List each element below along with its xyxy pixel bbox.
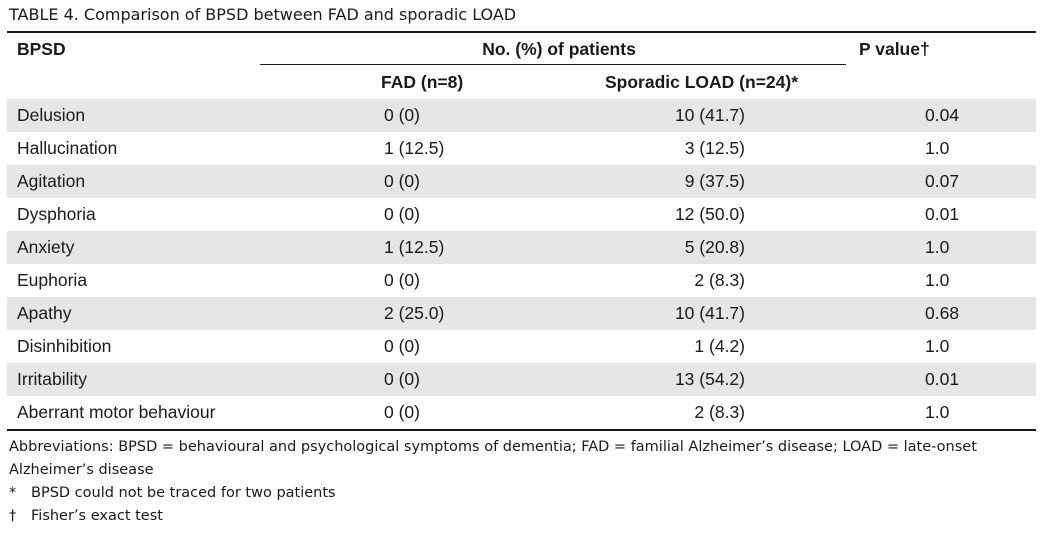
header-p-value: P value† [859,39,930,59]
row-load-value: 12 (50.0) [674,204,745,224]
footnote-2-symbol: † [9,508,17,524]
row-fad-cell: 0 (0) [384,336,420,356]
row-fad-cell: 0 (0) [384,171,420,191]
row-name-cell: Dysphoria [17,204,96,224]
row-load-cell: 1 (4.2) [559,330,859,363]
table-row: Apathy 2 (25.0) 10 (41.7) 0.68 [7,297,1037,330]
header-row-1: BPSD No. (%) of patients P value† [7,33,1036,66]
row-p-value: 0.04 [925,105,960,125]
row-fad-cell: 2 (25.0) [384,303,445,323]
row-p-value: 0.01 [925,204,960,224]
row-p-value-cell: 1.0 [859,264,1036,297]
header-empty-p [859,66,1036,99]
row-name-cell: Disinhibition [17,336,112,356]
header-group: No. (%) of patients [259,33,859,66]
row-p-value: 1.0 [925,270,950,290]
footnote-2-text: Fisher’s exact test [31,508,163,524]
row-fad-cell: 0 (0) [384,204,420,224]
row-load-value: 13 (54.2) [674,369,745,389]
row-p-value-cell: 0.07 [859,165,1036,198]
row-p-value: 1.0 [925,237,950,257]
row-fad-cell: 0 (0) [384,105,420,125]
row-fad-cell: 1 (12.5) [384,138,445,158]
header-load: Sporadic LOAD (n=24)* [605,72,799,92]
row-load-value: 5 (20.8) [684,237,745,257]
row-p-value: 0.68 [925,303,960,323]
table-notes: Abbreviations: BPSD = behavioural and ps… [9,436,1034,528]
row-load-value: 1 (4.2) [694,336,745,356]
row-load-cell: 3 (12.5) [559,132,859,165]
header-empty [7,66,259,99]
table-row: Delusion 0 (0) 10 (41.7) 0.04 [7,99,1037,132]
row-name-cell: Hallucination [17,138,118,158]
row-load-value: 2 (8.3) [694,402,745,422]
row-load-cell: 10 (41.7) [559,297,859,330]
table-row: Anxiety 1 (12.5) 5 (20.8) 1.0 [7,231,1037,264]
table-row: Disinhibition 0 (0) 1 (4.2) 1.0 [7,330,1036,363]
header-row-2: FAD (n=8) Sporadic LOAD (n=24)* [7,66,1036,99]
row-p-value: 1.0 [925,336,950,356]
row-name-cell: Agitation [17,171,86,191]
row-load-value: 3 (12.5) [684,138,745,158]
row-load-cell: 10 (41.7) [559,99,859,132]
row-name-cell: Aberrant motor behaviour [17,402,216,422]
row-p-value-cell: 1.0 [859,330,1036,363]
row-p-value: 0.01 [925,369,960,389]
table-row: Irritability 0 (0) 13 (54.2) 0.01 [7,363,1037,396]
header-group-label: No. (%) of patients [482,39,636,59]
row-p-value-cell: 0.04 [859,99,1036,132]
row-load-value: 10 (41.7) [674,303,745,323]
row-p-value: 0.07 [925,171,960,191]
row-p-value-cell: 0.01 [859,198,1036,231]
footnote-1: * BPSD could not be traced for two patien… [9,482,1034,505]
row-p-value: 1.0 [925,138,950,158]
abbreviations-line-2: Alzheimer’s disease [9,462,154,478]
row-load-cell: 2 (8.3) [559,264,859,297]
row-p-value-cell: 1.0 [859,396,1036,429]
row-load-value: 9 (37.5) [684,171,745,191]
row-load-cell: 12 (50.0) [559,198,859,231]
row-load-cell: 2 (8.3) [559,396,859,429]
row-load-cell: 9 (37.5) [559,165,859,198]
row-fad-cell: 0 (0) [384,402,420,422]
footnote-2: † Fisher’s exact test [9,505,1034,528]
row-fad-cell: 0 (0) [384,270,420,290]
abbreviations-line-1: Abbreviations: BPSD = behavioural and ps… [9,439,977,455]
row-load-value: 2 (8.3) [694,270,745,290]
row-p-value-cell: 0.01 [859,363,1036,396]
row-p-value: 1.0 [925,402,950,422]
row-p-value-cell: 1.0 [859,132,1036,165]
table-row: Dysphoria 0 (0) 12 (50.0) 0.01 [7,198,1036,231]
row-fad-cell: 0 (0) [384,369,420,389]
table-row: Aberrant motor behaviour 0 (0) 2 (8.3) 1.0 [7,396,1036,429]
row-load-cell: 13 (54.2) [559,363,859,396]
header-fad: FAD (n=8) [381,72,464,92]
footnote-1-text: BPSD could not be traced for two patient… [31,485,336,501]
row-load-cell: 5 (20.8) [559,231,859,264]
row-name-cell: Euphoria [17,270,88,290]
row-name-cell: Delusion [17,105,86,125]
table-row: Agitation 0 (0) 9 (37.5) 0.07 [7,165,1037,198]
table-body: Delusion 0 (0) 10 (41.7) 0.04 Hallucination 1… [7,99,1037,429]
row-p-value-cell: 1.0 [859,231,1036,264]
row-name-cell: Irritability [17,369,88,389]
table-row: Euphoria 0 (0) 2 (8.3) 1.0 [7,264,1036,297]
group-header-rule [260,64,846,65]
table-title: TABLE 4. Comparison of BPSD between FAD … [9,5,517,24]
row-fad-cell: 1 (12.5) [384,237,445,257]
row-p-value-cell: 0.68 [859,297,1036,330]
footnote-1-symbol: * [9,485,17,501]
row-name-cell: Apathy [17,303,72,323]
data-table-container: BPSD No. (%) of patients P value† FAD (n… [7,31,1037,431]
header-bpsd: BPSD [17,39,66,59]
row-name-cell: Anxiety [17,237,75,257]
table-row: Hallucination 1 (12.5) 3 (12.5) 1.0 [7,132,1036,165]
row-load-value: 10 (41.7) [674,105,745,125]
bpsd-comparison-table: BPSD No. (%) of patients P value† FAD (n… [7,33,1037,429]
